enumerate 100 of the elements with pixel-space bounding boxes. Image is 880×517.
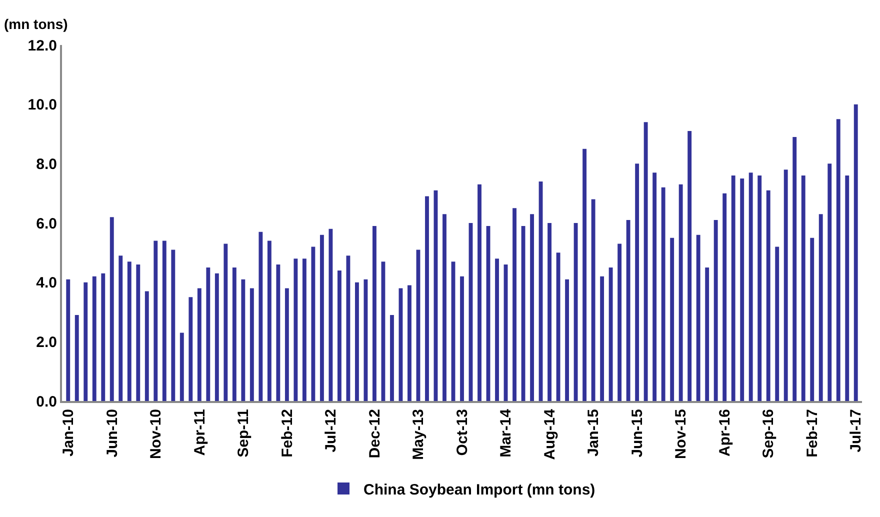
bar — [302, 258, 306, 401]
y-axis-title: (mn tons) — [4, 16, 68, 32]
x-tick-label: May-13 — [410, 409, 428, 460]
bar — [101, 273, 106, 401]
bar — [635, 164, 640, 401]
bar — [136, 264, 140, 401]
y-tick-label: 8.0 — [36, 156, 57, 173]
x-tick-label: Sep-11 — [235, 409, 252, 458]
bar — [127, 262, 132, 401]
bar — [328, 228, 333, 401]
bar — [267, 240, 272, 401]
x-tick-label: Mar-14 — [498, 408, 515, 458]
y-tick-label: 4.0 — [36, 274, 57, 292]
bar — [232, 268, 236, 401]
x-tick-label: Apr-11 — [191, 409, 208, 456]
bar — [661, 187, 666, 401]
bar — [188, 297, 193, 401]
y-tick-label: 2.0 — [36, 334, 57, 351]
bar — [722, 193, 727, 401]
legend-label: China Soybean Import (mn tons) — [364, 481, 596, 498]
x-tick-label: Oct-13 — [454, 409, 471, 456]
bar — [154, 240, 158, 401]
bar — [548, 223, 552, 401]
bar — [678, 184, 683, 401]
y-tick-label: 12.0 — [28, 37, 57, 54]
bar — [250, 288, 254, 401]
bar — [731, 176, 736, 401]
bar — [84, 282, 88, 401]
bar — [775, 246, 780, 401]
bar — [425, 196, 429, 401]
bar — [810, 238, 814, 401]
bar — [748, 172, 753, 401]
bar — [845, 176, 850, 401]
bar — [408, 285, 412, 401]
bar — [144, 291, 149, 401]
x-tick-label: Jun-10 — [104, 409, 121, 458]
bar — [705, 268, 710, 401]
bar — [836, 119, 840, 401]
x-tick-label: Jan-15 — [585, 409, 602, 457]
bar — [110, 217, 114, 401]
x-tick-label: Jan-10 — [60, 409, 78, 457]
bar — [512, 208, 516, 401]
y-tick-label: 0.0 — [36, 393, 57, 410]
bar — [355, 282, 359, 401]
bar — [818, 214, 823, 401]
bar — [618, 244, 622, 401]
bar — [670, 238, 674, 401]
bar — [828, 164, 832, 401]
bar — [284, 288, 289, 401]
x-tick-label: Nov-15 — [672, 409, 690, 460]
bar — [574, 223, 578, 401]
bar — [591, 199, 596, 401]
bar — [258, 232, 263, 401]
bar — [241, 279, 246, 401]
bar — [600, 276, 604, 401]
x-tick-label: Nov-10 — [148, 409, 165, 460]
bar — [758, 176, 762, 401]
x-tick-label: Jul-17 — [848, 409, 865, 452]
bar — [696, 234, 700, 401]
bar — [582, 148, 587, 401]
bar — [390, 314, 394, 401]
bar — [766, 190, 770, 401]
bar — [294, 258, 298, 401]
y-tick-label: 10.0 — [28, 96, 57, 114]
bar — [801, 176, 806, 401]
x-tick-label: Feb-12 — [278, 409, 296, 458]
bar — [644, 122, 648, 401]
bar — [197, 288, 202, 401]
bar — [66, 279, 70, 401]
bar — [714, 220, 718, 401]
x-tick-label: Dec-12 — [366, 409, 384, 458]
bar — [224, 244, 228, 401]
bar — [530, 214, 534, 401]
bar — [495, 258, 499, 401]
bar — [626, 220, 630, 401]
y-tick-label: 6.0 — [36, 215, 57, 232]
bar — [162, 240, 166, 401]
bar — [206, 268, 210, 401]
bar — [442, 214, 446, 401]
x-tick-label: Sep-16 — [760, 409, 778, 458]
x-tick-label: Jul-12 — [322, 409, 340, 452]
bar — [652, 172, 657, 401]
bar — [792, 136, 797, 401]
x-tick-label: Aug-14 — [541, 408, 558, 460]
bar — [688, 131, 692, 401]
bar — [311, 246, 316, 401]
bar — [337, 270, 342, 401]
bar — [180, 332, 184, 401]
bar — [118, 256, 123, 401]
bar — [740, 178, 744, 401]
bar — [372, 226, 376, 401]
x-tick-label: Feb-17 — [804, 409, 821, 458]
bar — [784, 170, 788, 401]
bar — [460, 276, 464, 401]
bar — [74, 314, 79, 401]
bar — [214, 273, 219, 401]
bar — [608, 268, 613, 401]
bar — [478, 184, 482, 401]
x-tick-label: Apr-16 — [716, 409, 734, 457]
bar — [276, 264, 280, 401]
